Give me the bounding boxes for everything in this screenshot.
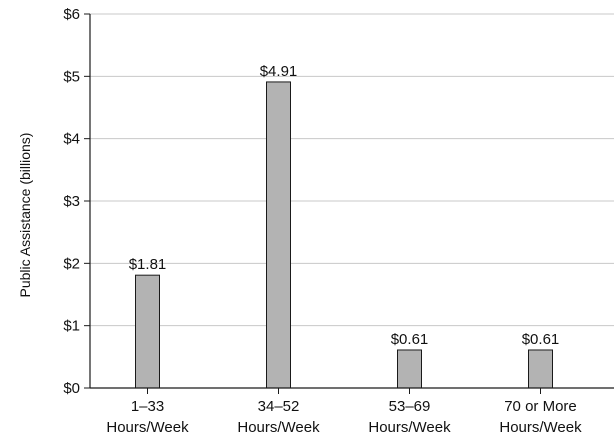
x-category-label: 53–69 xyxy=(389,398,431,415)
y-tick-label: $5 xyxy=(63,68,80,85)
bars xyxy=(135,81,553,389)
gridlines xyxy=(90,13,614,327)
x-category-label: Hours/Week xyxy=(368,419,451,436)
y-tick-label: $1 xyxy=(63,318,80,335)
data-labels: $1.81 $4.91 $0.61 $0.61 xyxy=(129,63,560,348)
x-category-label: Hours/Week xyxy=(237,419,320,436)
bar xyxy=(397,349,422,389)
bar-value-label: $0.61 xyxy=(522,331,560,348)
y-ticks: $0 $1 $2 $3 $4 $5 $6 xyxy=(63,6,90,397)
x-category-label: 70 or More xyxy=(504,398,577,415)
x-category-labels: 1–33 Hours/Week 34–52 Hours/Week 53–69 Hours/… xyxy=(106,398,582,436)
x-category-label: 1–33 xyxy=(131,398,164,415)
bar xyxy=(135,274,160,389)
y-tick-label: $0 xyxy=(63,380,80,397)
y-tick-label: $3 xyxy=(63,193,80,210)
bar-value-label: $4.91 xyxy=(260,63,298,80)
x-category-label: Hours/Week xyxy=(499,419,582,436)
y-axis-title: Public Assistance (billions) xyxy=(17,133,33,298)
bar-value-label: $1.81 xyxy=(129,256,167,273)
y-tick-label: $6 xyxy=(63,6,80,23)
bar-value-label: $0.61 xyxy=(391,331,429,348)
x-category-label: 34–52 xyxy=(258,398,300,415)
bar xyxy=(528,349,553,389)
x-category-label: Hours/Week xyxy=(106,419,189,436)
bar xyxy=(266,81,291,389)
y-tick-label: $2 xyxy=(63,255,80,272)
y-tick-label: $4 xyxy=(63,131,80,148)
